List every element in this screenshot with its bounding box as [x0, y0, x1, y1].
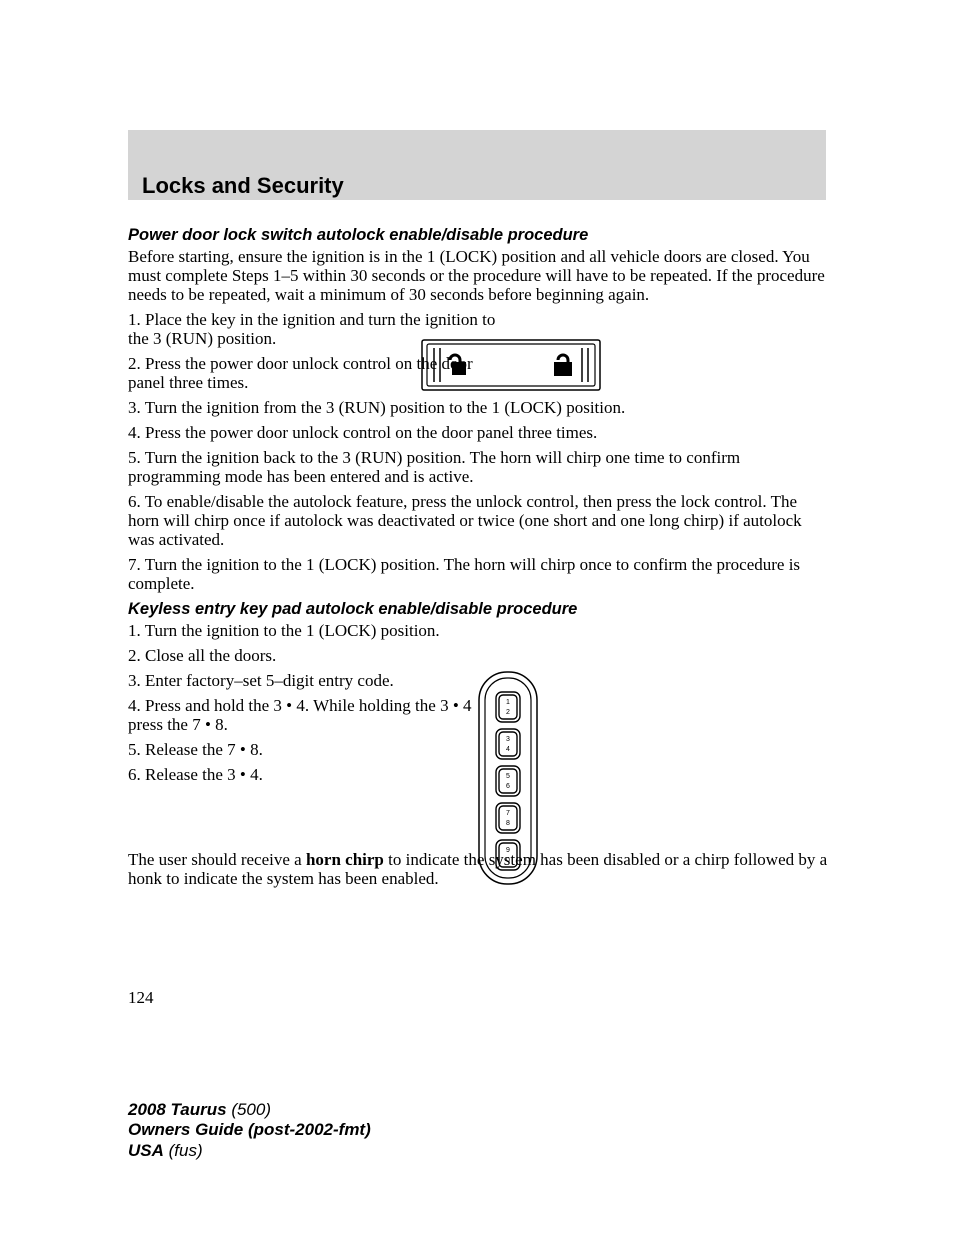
svg-text:5: 5: [506, 773, 510, 780]
footer-model-code: (500): [227, 1100, 271, 1119]
svg-text:6: 6: [506, 783, 510, 790]
procedure-1-step-3: 3. Turn the ignition from the 3 (RUN) po…: [128, 398, 828, 417]
svg-text:4: 4: [506, 746, 510, 753]
procedure-2-step-2: 2. Close all the doors.: [128, 646, 508, 665]
procedure-1-step-6: 6. To enable/disable the autolock featur…: [128, 492, 828, 549]
footer-model: 2008 Taurus: [128, 1100, 227, 1119]
keypad-icon: 1 2 3 4 5 6 7 8 9 0: [475, 668, 541, 888]
page-number: 124: [128, 988, 154, 1008]
procedure-2-step-5: 5. Release the 7 • 8.: [128, 740, 508, 759]
closing-pre: The user should receive a: [128, 850, 306, 869]
procedure-2-step-1: 1. Turn the ignition to the 1 (LOCK) pos…: [128, 621, 508, 640]
procedure-1-intro: Before starting, ensure the ignition is …: [128, 247, 828, 304]
svg-text:2: 2: [506, 709, 510, 716]
procedure-1-heading: Power door lock switch autolock enable/d…: [128, 226, 828, 245]
page: Locks and Security Power door lock switc…: [0, 0, 954, 1235]
svg-text:1: 1: [506, 699, 510, 706]
footer-region-code: (fus): [164, 1141, 203, 1160]
closing-bold: horn chirp: [306, 850, 384, 869]
svg-text:0: 0: [506, 857, 510, 864]
svg-text:3: 3: [506, 736, 510, 743]
procedure-1-step-7: 7. Turn the ignition to the 1 (LOCK) pos…: [128, 555, 828, 593]
footer-region: USA: [128, 1141, 164, 1160]
procedure-1-step-5: 5. Turn the ignition back to the 3 (RUN)…: [128, 448, 828, 486]
svg-text:7: 7: [506, 810, 510, 817]
svg-text:8: 8: [506, 820, 510, 827]
footer-line-1: 2008 Taurus (500): [128, 1100, 371, 1120]
procedure-2-heading: Keyless entry key pad autolock enable/di…: [128, 600, 828, 619]
svg-text:9: 9: [506, 847, 510, 854]
procedure-2-step-6: 6. Release the 3 • 4.: [128, 765, 508, 784]
footer: 2008 Taurus (500) Owners Guide (post-200…: [128, 1100, 371, 1161]
procedure-2-step-3: 3. Enter factory–set 5–digit entry code.: [128, 671, 508, 690]
door-lock-switch-icon: [420, 338, 602, 392]
section-title: Locks and Security: [142, 173, 344, 199]
procedure-1-step-4: 4. Press the power door unlock control o…: [128, 423, 828, 442]
footer-line-2: Owners Guide (post-2002-fmt): [128, 1120, 371, 1140]
footer-line-3: USA (fus): [128, 1141, 371, 1161]
procedure-2-step-4: 4. Press and hold the 3 • 4. While holdi…: [128, 696, 508, 734]
